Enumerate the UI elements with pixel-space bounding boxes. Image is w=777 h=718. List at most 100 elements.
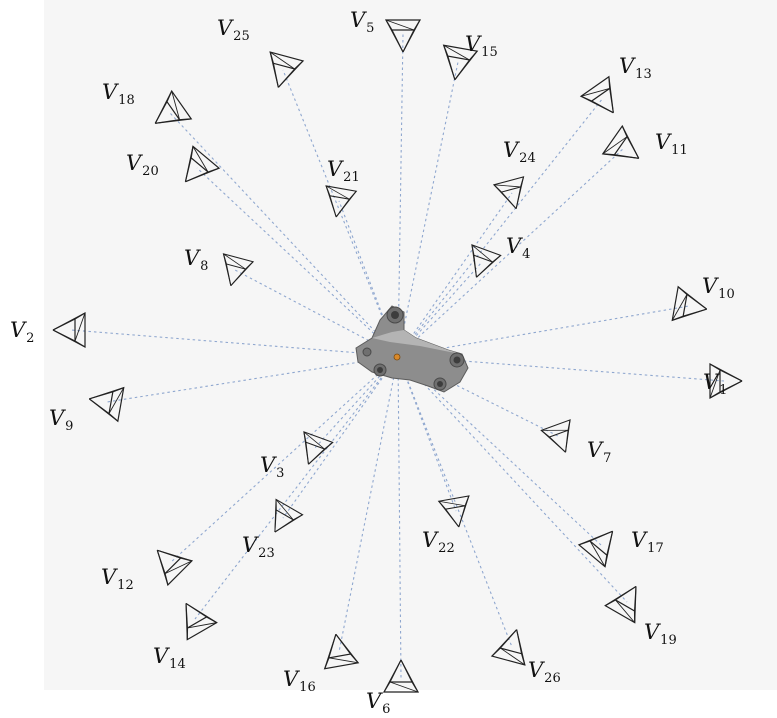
ray-v14: [194, 355, 399, 620]
camera-v15-edge-3: [454, 59, 470, 81]
camera-v14-edge-3: [185, 603, 189, 628]
label-v19-letter: V: [644, 620, 660, 644]
camera-v13-edge-3: [609, 88, 614, 113]
camera-v17-diagonal: [589, 540, 606, 567]
label-v25-subscript: 25: [233, 29, 250, 44]
camera-v22: [437, 495, 470, 528]
camera-v2-edge-4: [52, 318, 76, 331]
camera-v8-edge-4: [225, 263, 232, 286]
label-v22-letter: V: [422, 528, 438, 552]
ray-v9: [106, 355, 399, 403]
camera-v23-diagonal: [275, 499, 294, 521]
camera-v23: [274, 498, 304, 533]
camera-v8-edge-3: [230, 268, 246, 286]
camera-v17: [577, 530, 614, 568]
object-hole-2: [391, 311, 399, 319]
camera-v23-edge-3: [274, 519, 294, 533]
camera-v17-edge-3: [589, 530, 613, 542]
camera-v1: [709, 362, 743, 400]
label-v26-subscript: 26: [544, 671, 561, 686]
label-v19: V19: [644, 620, 677, 648]
camera-v16-diagonal: [328, 657, 359, 664]
label-v13-subscript: 13: [635, 67, 652, 82]
label-v20-letter: V: [126, 151, 142, 175]
camera-v15: [442, 44, 479, 81]
label-v20: V20: [126, 151, 159, 179]
label-v3-subscript: 3: [276, 466, 285, 481]
camera-v6-diagonal: [389, 681, 419, 693]
camera-v2: [52, 311, 86, 349]
ray-v5: [397, 33, 404, 357]
camera-v9: [88, 386, 125, 423]
camera-v9-diagonal: [108, 387, 125, 414]
label-v23-subscript: 23: [258, 546, 275, 561]
label-v2-letter: V: [10, 318, 26, 342]
camera-v15-edge-4: [447, 55, 456, 80]
label-v21-letter: V: [327, 157, 343, 181]
label-v4-subscript: 4: [522, 247, 531, 262]
object-top-face: [372, 330, 462, 354]
camera-v12-diagonal: [164, 560, 193, 575]
camera-v20: [184, 145, 221, 183]
camera-v11: [601, 124, 640, 159]
camera-v13-edge-4: [591, 100, 614, 114]
ray-v2: [70, 329, 399, 357]
label-v8-subscript: 8: [200, 259, 209, 274]
label-v3: V3: [260, 455, 285, 481]
camera-v14: [185, 602, 218, 641]
camera-v19-diagonal: [615, 599, 636, 623]
label-v1-subscript: 1: [719, 383, 728, 398]
ray-v7: [397, 355, 561, 438]
label-v18-subscript: 18: [118, 93, 135, 108]
label-v14: V14: [153, 646, 186, 672]
camera-v1-edge-4: [719, 380, 743, 393]
camera-v6-edge-4: [400, 659, 413, 683]
label-v21-subscript: 21: [343, 170, 360, 185]
camera-v7-edge-4: [549, 436, 566, 453]
label-v12: V12: [101, 567, 134, 593]
camera-v11-edge-3: [626, 136, 640, 159]
camera-v25: [269, 51, 305, 88]
label-v24-letter: V: [503, 138, 519, 162]
label-v11: V11: [655, 130, 688, 158]
ray-v11: [397, 147, 625, 357]
label-v10: V10: [702, 274, 735, 302]
camera-v4-edge-4: [473, 255, 477, 278]
camera-v12-edge-4: [157, 549, 181, 559]
label-v17: V17: [631, 530, 664, 556]
camera-v7: [540, 419, 571, 453]
camera-v22-diagonal: [438, 500, 466, 507]
label-v11-letter: V: [655, 130, 671, 154]
camera-v21-edge-4: [329, 195, 337, 218]
label-v10-letter: V: [702, 274, 718, 298]
camera-v17-edge-4: [606, 531, 614, 556]
camera-v19-edge-4: [633, 586, 637, 611]
camera-v1-diagonal: [709, 369, 721, 399]
camera-v16-edge-4: [335, 633, 351, 655]
label-v5-letter: V: [350, 8, 366, 32]
camera-v3-diagonal: [303, 431, 325, 450]
camera-v10-edge-4: [682, 308, 707, 317]
camera-v7-edge-3: [565, 430, 569, 453]
camera-v17-base: [577, 540, 608, 568]
object-hole-6: [437, 381, 443, 387]
label-v18: V18: [102, 82, 135, 108]
camera-v22-edge-4: [445, 508, 460, 528]
label-v24-subscript: 24: [519, 151, 536, 166]
object-hole-8: [377, 367, 383, 373]
camera-v20-base: [190, 145, 221, 173]
camera-v25-edge-4: [272, 63, 279, 88]
label-v14-subscript: 14: [169, 657, 186, 672]
center-object: [355, 305, 469, 393]
camera-v3-edge-4: [305, 442, 309, 465]
ray-v23: [282, 355, 399, 519]
camera-v11-diagonal: [602, 136, 628, 155]
camera-v19-edge-3: [615, 585, 637, 601]
camera-v14-diagonal: [187, 622, 217, 629]
object-hole-9: [362, 347, 372, 357]
camera-v11-edge-4: [614, 154, 639, 159]
label-v20-subscript: 20: [142, 164, 159, 179]
label-v4-letter: V: [506, 234, 522, 258]
camera-v5-diagonal: [385, 19, 415, 31]
